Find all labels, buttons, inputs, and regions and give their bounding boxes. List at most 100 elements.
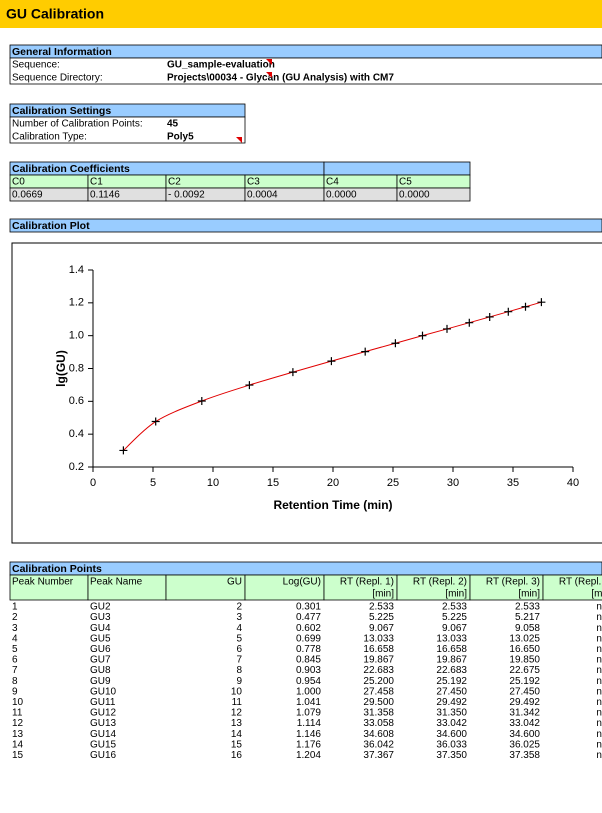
points-cell: 0.699	[296, 633, 321, 644]
points-cell: n.a.	[596, 612, 602, 623]
points-cell: 16.650	[509, 644, 540, 655]
points-cell: 34.600	[436, 729, 467, 740]
points-header: GU	[227, 577, 242, 588]
points-cell: 31.350	[436, 708, 467, 719]
calibration-point	[245, 381, 254, 390]
coef-header: C4	[326, 177, 339, 188]
section-title: General Information	[12, 46, 112, 58]
points-cell: 14	[231, 729, 243, 740]
points-cell: GU3	[90, 612, 111, 623]
points-cell: 0.954	[296, 676, 321, 687]
points-cell: GU7	[90, 655, 111, 666]
points-cell: n.a.	[596, 718, 602, 729]
info-value: GU_sample-evaluation	[167, 60, 275, 71]
points-header-unit: [min]	[445, 589, 467, 600]
points-cell: 5.217	[515, 612, 540, 623]
points-cell: n.a.	[596, 655, 602, 666]
calibration-point	[465, 318, 474, 327]
coef-header: C1	[90, 177, 103, 188]
calibration-point	[418, 331, 427, 340]
settings-value: Poly5	[167, 132, 194, 143]
points-cell: 0.301	[296, 602, 321, 613]
comment-marker	[266, 59, 272, 65]
coef-value: 0.0000	[326, 190, 357, 201]
x-tick-label: 25	[387, 477, 399, 489]
points-cell: 5.225	[442, 612, 467, 623]
section-title: Calibration Plot	[12, 220, 90, 232]
x-tick-label: 35	[507, 477, 519, 489]
points-cell: 19.867	[436, 655, 467, 666]
y-axis-label: lg(GU)	[54, 350, 68, 387]
points-cell: n.a.	[596, 739, 602, 750]
calibration-point	[119, 446, 128, 455]
points-cell: 37.358	[509, 750, 540, 761]
points-cell: 27.450	[509, 686, 540, 697]
points-cell: 2	[12, 612, 18, 623]
points-cell: 9.058	[515, 623, 540, 634]
x-tick-label: 5	[150, 477, 156, 489]
points-cell: 16.658	[363, 644, 394, 655]
calibration-point	[197, 397, 206, 406]
section-title: Calibration Settings	[12, 105, 111, 117]
points-cell: 3	[236, 612, 242, 623]
points-cell: 1.041	[296, 697, 321, 708]
y-tick-label: 0.8	[69, 362, 84, 374]
fit-curve	[123, 301, 542, 451]
points-cell: 9.067	[369, 623, 394, 634]
x-tick-label: 15	[267, 477, 279, 489]
points-cell: 1.114	[297, 718, 322, 729]
points-cell: 22.683	[363, 665, 394, 676]
x-tick-label: 0	[90, 477, 96, 489]
points-cell: 37.350	[436, 750, 467, 761]
points-cell: 13	[12, 729, 24, 740]
points-cell: 29.492	[436, 697, 467, 708]
points-cell: 31.342	[509, 708, 540, 719]
coef-value: - 0.0092	[168, 190, 205, 201]
points-cell: 0.845	[296, 655, 321, 666]
points-cell: 0.903	[296, 665, 321, 676]
calibration-point	[504, 307, 513, 316]
points-cell: n.a.	[596, 602, 602, 613]
points-cell: GU10	[90, 686, 117, 697]
points-cell: n.a.	[596, 633, 602, 644]
points-cell: 13.025	[509, 633, 540, 644]
points-cell: 11	[12, 708, 23, 719]
points-cell: 10	[231, 686, 243, 697]
points-cell: n.a.	[596, 750, 602, 761]
points-header-unit: [min]	[372, 589, 394, 600]
points-cell: GU12	[90, 708, 117, 719]
points-cell: 16.658	[436, 644, 467, 655]
points-cell: 29.492	[509, 697, 540, 708]
points-cell: GU2	[90, 602, 111, 613]
points-cell: n.a.	[596, 697, 602, 708]
coef-value: 0.0000	[399, 190, 430, 201]
coef-header: C3	[247, 177, 260, 188]
x-tick-label: 30	[447, 477, 459, 489]
points-cell: GU8	[90, 665, 111, 676]
points-cell: 8	[236, 665, 242, 676]
points-cell: 9.067	[442, 623, 467, 634]
points-cell: 1.176	[296, 739, 321, 750]
points-cell: 1.204	[296, 750, 321, 761]
x-tick-label: 20	[327, 477, 339, 489]
points-cell: 0.602	[296, 623, 321, 634]
calibration-point	[537, 298, 546, 307]
info-box	[9, 57, 602, 85]
points-cell: GU13	[90, 718, 117, 729]
points-header: RT (Repl. 2)	[413, 577, 467, 588]
points-cell: 25.192	[436, 676, 467, 687]
points-cell: 12	[231, 708, 243, 719]
points-header-cell	[9, 574, 89, 601]
comment-marker	[266, 72, 272, 78]
points-cell: 37.367	[363, 750, 394, 761]
points-cell: 2.533	[442, 602, 467, 613]
points-cell: 19.850	[509, 655, 540, 666]
points-cell: GU14	[90, 729, 117, 740]
y-tick-label: 0.2	[69, 461, 84, 473]
x-tick-label: 40	[567, 477, 579, 489]
points-cell: 33.042	[436, 718, 467, 729]
settings-label: Calibration Type:	[12, 132, 87, 143]
points-cell: 13.033	[436, 633, 467, 644]
